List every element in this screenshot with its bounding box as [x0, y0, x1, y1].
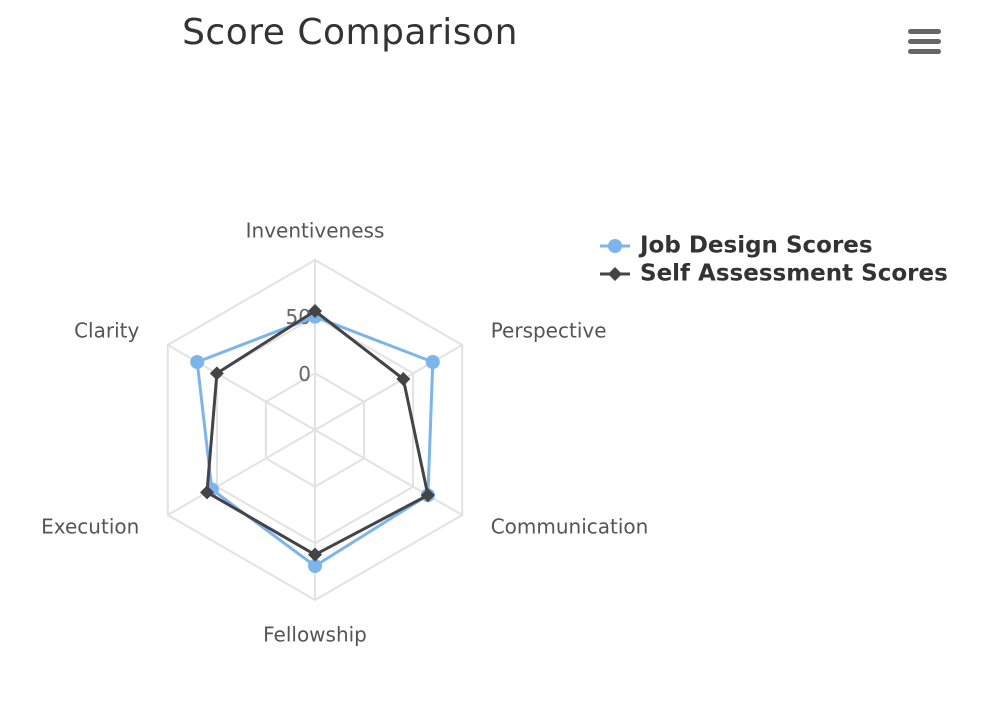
chart-title: Score Comparison [182, 12, 518, 53]
data-point-job-design-scores-perspective[interactable] [425, 355, 440, 369]
data-point-self-assessment-scores-perspective[interactable] [396, 372, 411, 386]
legend-label: Job Design Scores [638, 233, 873, 259]
data-point-self-assessment-scores-fellowship[interactable] [308, 547, 322, 562]
menu-bar-icon [908, 39, 941, 44]
context-menu-button[interactable] [900, 24, 948, 60]
axis-label-execution: Execution [41, 515, 139, 539]
grid-spoke [167, 429, 316, 516]
series-self-assessment-scores [200, 304, 435, 562]
data-point-self-assessment-scores-inventiveness[interactable] [308, 304, 322, 318]
legend-marker [608, 239, 622, 253]
data-point-self-assessment-scores-execution[interactable] [200, 485, 215, 500]
data-point-job-design-scores-clarity[interactable] [190, 355, 205, 369]
grid-spoke [314, 429, 463, 516]
grid-spoke [314, 344, 463, 431]
series-plot-area [190, 304, 440, 573]
axis-labels: Inventiveness Perspective Communication Fel… [41, 219, 648, 647]
radial-tick-label: 0 [298, 362, 311, 386]
data-point-self-assessment-scores-clarity[interactable] [209, 366, 224, 381]
axis-label-fellowship: Fellowship [263, 623, 367, 647]
legend-item-job-design-scores[interactable]: Job Design Scores [600, 233, 873, 259]
axis-label-inventiveness: Inventiveness [246, 219, 385, 243]
legend-label: Self Assessment Scores [640, 261, 948, 287]
axis-label-communication: Communication [491, 515, 649, 539]
axis-label-clarity: Clarity [74, 319, 139, 343]
legend-item-self-assessment-scores[interactable]: Self Assessment Scores [600, 261, 948, 287]
data-point-job-design-scores-fellowship[interactable] [308, 559, 322, 573]
axis-label-perspective: Perspective [491, 319, 607, 343]
menu-bar-icon [908, 49, 941, 54]
menu-bar-icon [908, 29, 941, 34]
legend-marker [608, 267, 622, 281]
data-point-self-assessment-scores-communication[interactable] [420, 488, 435, 503]
